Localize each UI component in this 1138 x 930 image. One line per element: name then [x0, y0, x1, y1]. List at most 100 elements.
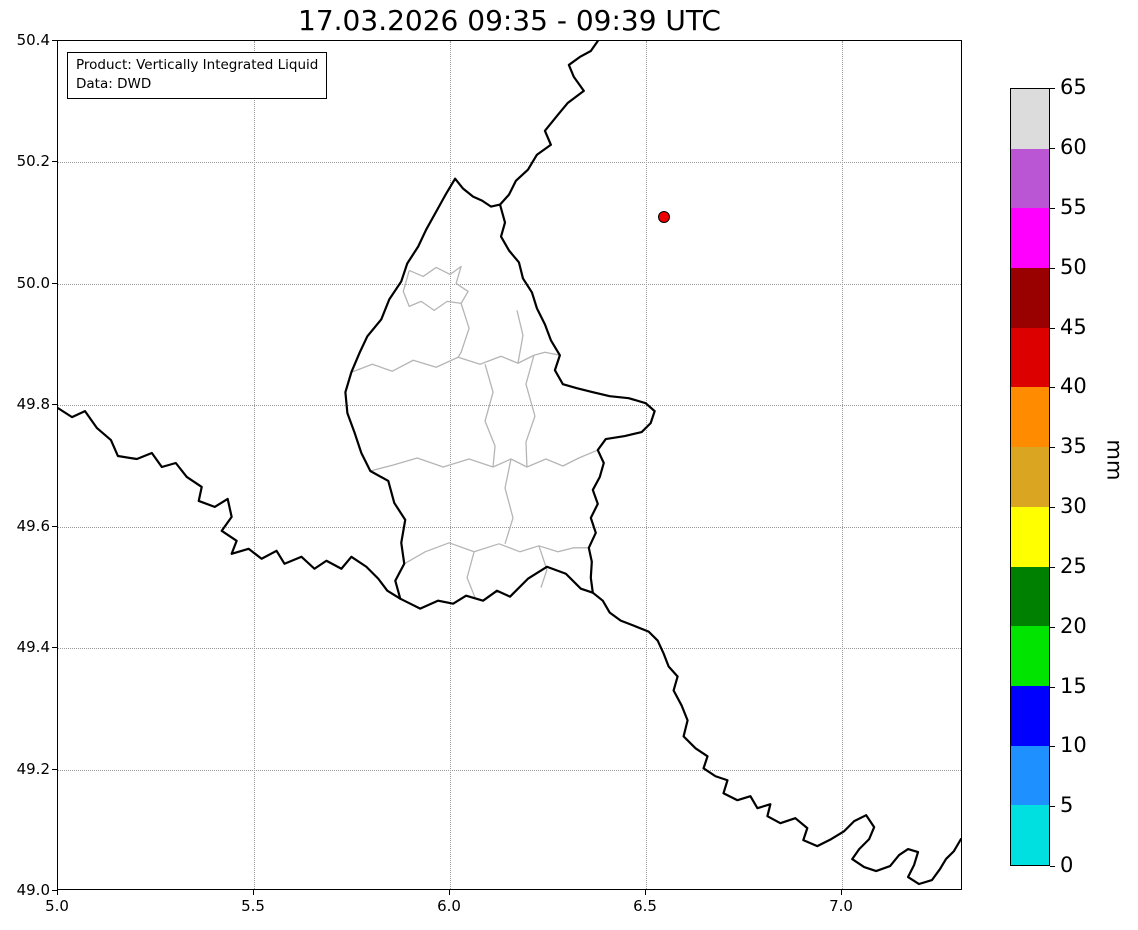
x-tick-label: 6.5: [633, 897, 657, 915]
colorbar-tick-label: 50: [1060, 255, 1087, 279]
y-tick-label: 49.4: [16, 638, 50, 656]
canton-border-path: [351, 351, 561, 373]
colorbar-tick-label: 20: [1060, 614, 1087, 638]
y-tick-mark: [52, 890, 57, 891]
country-border-path: [591, 591, 961, 886]
colorbar-tick-label: 30: [1060, 494, 1087, 518]
gridline: [58, 405, 961, 406]
x-tick-label: 5.5: [241, 897, 265, 915]
colorbar-tick-label: 45: [1060, 315, 1087, 339]
colorbar-units-label: mm: [1102, 439, 1127, 481]
x-tick-label: 5.0: [45, 897, 69, 915]
colorbar-tick-label: 35: [1060, 434, 1087, 458]
colorbar-segment: [1011, 566, 1049, 627]
x-tick-mark: [57, 890, 58, 895]
canton-border-path: [484, 364, 496, 468]
colorbar-segment: [1011, 387, 1049, 448]
colorbar-segment: [1011, 148, 1049, 209]
canton-border-path: [538, 545, 548, 588]
colorbar-segment: [1011, 745, 1049, 806]
gridline: [58, 770, 961, 771]
canton-border-path: [402, 265, 469, 312]
colorbar-tick-mark: [1050, 328, 1055, 329]
x-tick-mark: [449, 890, 450, 895]
product-label: Product: Vertically Integrated Liquid: [76, 57, 319, 73]
colorbar-segment: [1011, 208, 1049, 269]
canton-border-path: [525, 355, 536, 468]
borders-map: [58, 41, 961, 886]
colorbar-tick-mark: [1050, 866, 1055, 867]
x-tick-mark: [841, 890, 842, 895]
colorbar-segment: [1011, 327, 1049, 388]
figure-title: 17.03.2026 09:35 - 09:39 UTC: [298, 4, 721, 37]
y-tick-label: 49.2: [16, 760, 50, 778]
y-tick-label: 49.0: [16, 881, 50, 899]
country-border-path: [58, 407, 402, 600]
y-tick-label: 50.0: [16, 274, 50, 292]
colorbar-segment: [1011, 626, 1049, 686]
country-border-path: [344, 177, 656, 610]
y-tick-mark: [52, 404, 57, 405]
colorbar-segment: [1011, 89, 1049, 149]
y-tick-mark: [52, 647, 57, 648]
gridline: [58, 284, 961, 285]
colorbar-tick-label: 55: [1060, 195, 1087, 219]
colorbar-tick-mark: [1050, 387, 1055, 388]
canton-border-path: [403, 542, 589, 565]
data-source-label: Data: DWD: [76, 75, 152, 92]
y-tick-label: 50.2: [16, 152, 50, 170]
x-tick-mark: [645, 890, 646, 895]
colorbar-tick-label: 65: [1060, 75, 1087, 99]
country-border-path: [498, 41, 599, 206]
canton-border-path: [504, 458, 514, 545]
colorbar-tick-mark: [1050, 148, 1055, 149]
product-legend-box: Product: Vertically Integrated Liquid Da…: [67, 52, 328, 99]
colorbar-segment: [1011, 685, 1049, 746]
gridline: [58, 648, 961, 649]
colorbar-tick-mark: [1050, 687, 1055, 688]
colorbar-tick-mark: [1050, 447, 1055, 448]
canton-border-path: [516, 310, 524, 364]
colorbar-tick-label: 60: [1060, 135, 1087, 159]
colorbar-tick-label: 10: [1060, 733, 1087, 757]
canton-border-path: [466, 551, 476, 598]
x-tick-mark: [253, 890, 254, 895]
colorbar-tick-label: 5: [1060, 793, 1074, 817]
colorbar-tick-mark: [1050, 567, 1055, 568]
y-tick-label: 49.6: [16, 517, 50, 535]
colorbar-tick-label: 15: [1060, 674, 1087, 698]
colorbar-tick-mark: [1050, 806, 1055, 807]
colorbar-tick-mark: [1050, 627, 1055, 628]
gridline: [646, 41, 647, 889]
colorbar-tick-mark: [1050, 208, 1055, 209]
gridline: [842, 41, 843, 889]
y-tick-label: 49.8: [16, 395, 50, 413]
colorbar-tick-label: 25: [1060, 554, 1087, 578]
y-tick-mark: [52, 526, 57, 527]
colorbar-tick-mark: [1050, 746, 1055, 747]
canton-border-path: [457, 303, 470, 358]
y-tick-label: 50.4: [16, 31, 50, 49]
canton-border-path: [370, 449, 599, 472]
colorbar: [1010, 88, 1050, 866]
precipitation-marker: [657, 210, 670, 223]
colorbar-tick-mark: [1050, 88, 1055, 89]
colorbar-segment: [1011, 506, 1049, 567]
gridline: [254, 41, 255, 889]
colorbar-tick-mark: [1050, 507, 1055, 508]
colorbar-segment: [1011, 268, 1049, 328]
gridline: [58, 162, 961, 163]
y-tick-mark: [52, 40, 57, 41]
x-tick-label: 6.0: [437, 897, 461, 915]
colorbar-segment: [1011, 805, 1049, 865]
map-plot-area: Product: Vertically Integrated Liquid Da…: [57, 40, 962, 890]
x-tick-label: 7.0: [829, 897, 853, 915]
colorbar-tick-label: 40: [1060, 374, 1087, 398]
colorbar-segment: [1011, 447, 1049, 507]
colorbar-tick-mark: [1050, 268, 1055, 269]
y-tick-mark: [52, 161, 57, 162]
colorbar-tick-label: 0: [1060, 853, 1074, 877]
y-tick-mark: [52, 769, 57, 770]
y-tick-mark: [52, 283, 57, 284]
